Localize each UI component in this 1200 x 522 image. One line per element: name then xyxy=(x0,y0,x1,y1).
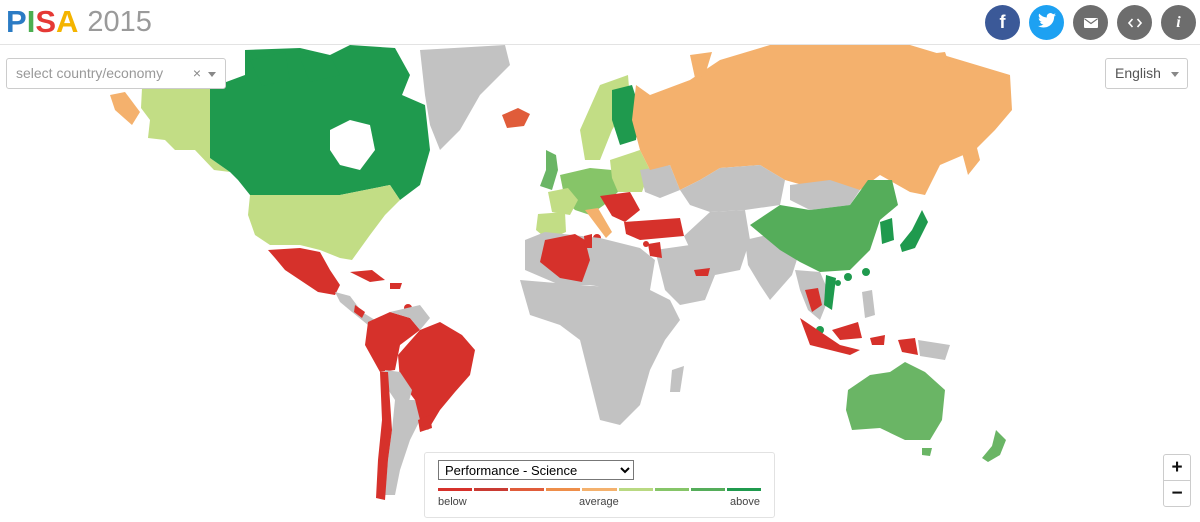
bolivia-region xyxy=(385,370,412,405)
indicator-select[interactable]: Performance - Science xyxy=(438,460,634,480)
scale-swatch-8 xyxy=(690,488,725,491)
italy-region[interactable] xyxy=(585,208,612,238)
brazil-region[interactable] xyxy=(398,322,475,430)
logo-year: 2015 xyxy=(87,5,152,38)
world-map xyxy=(110,45,1012,500)
code-icon xyxy=(1127,13,1142,33)
scale-swatch-5 xyxy=(582,488,617,491)
logo-letter-p: P xyxy=(6,4,27,39)
scale-swatch-1 xyxy=(438,488,473,491)
france-region[interactable] xyxy=(548,188,578,215)
embed-button[interactable] xyxy=(1117,5,1152,40)
clear-icon[interactable]: × xyxy=(192,65,201,81)
ukraine-belarus-region xyxy=(640,165,680,198)
papua-region xyxy=(918,340,950,360)
colombia-peru-region[interactable] xyxy=(365,312,420,372)
kamchatka-region xyxy=(960,140,980,175)
legend-label-above: above xyxy=(730,496,760,508)
philippines-region xyxy=(862,290,875,318)
envelope-icon xyxy=(1083,13,1098,33)
hudson-bay xyxy=(330,120,375,170)
map-legend: Performance - Science below average abov… xyxy=(424,452,775,518)
scale-swatch-6 xyxy=(618,488,653,491)
indonesia-region[interactable] xyxy=(800,318,918,355)
lebanon-jordan-region[interactable] xyxy=(648,242,662,258)
legend-label-below: below xyxy=(438,496,467,508)
uae-qatar-region[interactable] xyxy=(694,268,710,276)
eastern-europe-region[interactable] xyxy=(610,150,650,192)
logo-letter-a: A xyxy=(56,4,79,39)
china-region[interactable] xyxy=(750,180,898,272)
algeria-region[interactable] xyxy=(540,234,590,282)
top-bar: P I S A 2015 f i xyxy=(0,0,1200,45)
email-button[interactable] xyxy=(1073,5,1108,40)
language-select[interactable]: English xyxy=(1105,58,1188,89)
sub-saharan-africa-region xyxy=(520,280,680,425)
scale-swatch-3 xyxy=(510,488,545,491)
russia-region[interactable] xyxy=(632,45,1012,195)
legend-label-average: average xyxy=(579,496,619,508)
logo-letter-i: I xyxy=(26,4,36,39)
turkey-region[interactable] xyxy=(624,218,684,240)
country-select-placeholder: select country/economy xyxy=(16,65,164,81)
vietnam-region[interactable] xyxy=(824,275,836,310)
minus-icon: − xyxy=(1171,482,1183,504)
logo-letter-s: S xyxy=(35,4,56,39)
chevron-down-icon[interactable] xyxy=(208,72,216,77)
scale-swatch-9 xyxy=(726,488,761,491)
japan-region[interactable] xyxy=(900,210,928,252)
uk-ireland-region[interactable] xyxy=(540,150,558,190)
language-select-value: English xyxy=(1115,65,1161,81)
chevron-down-icon xyxy=(1171,72,1179,77)
facebook-button[interactable]: f xyxy=(985,5,1020,40)
caribbean-islands xyxy=(350,270,402,289)
tunisia-region[interactable] xyxy=(584,234,592,248)
alaska-region[interactable] xyxy=(141,88,230,172)
twitter-button[interactable] xyxy=(1029,5,1064,40)
russia-arctic-islands xyxy=(690,52,950,78)
greenland-region[interactable] xyxy=(420,45,510,150)
info-button[interactable]: i xyxy=(1161,5,1196,40)
scale-swatch-4 xyxy=(546,488,581,491)
plus-icon: + xyxy=(1171,456,1183,478)
chile-region[interactable] xyxy=(376,372,392,500)
info-icon: i xyxy=(1176,13,1181,31)
iceland-region[interactable] xyxy=(502,108,530,128)
tasmania-region[interactable] xyxy=(922,448,932,456)
madagascar-region xyxy=(670,366,684,392)
australia-region[interactable] xyxy=(846,362,945,440)
color-scale xyxy=(438,488,761,491)
taipei-marker[interactable] xyxy=(862,268,870,276)
argentina-region xyxy=(385,400,420,495)
pisa-logo: P I S A 2015 xyxy=(6,4,152,40)
finland-region[interactable] xyxy=(612,85,640,145)
costa-rica-region[interactable] xyxy=(354,305,365,318)
macao-marker[interactable] xyxy=(835,280,841,286)
venezuela-region xyxy=(390,305,430,330)
canada-arctic-islands xyxy=(250,52,340,86)
scale-swatch-2 xyxy=(474,488,509,491)
kazakhstan-region[interactable] xyxy=(680,165,785,212)
balkans-region[interactable] xyxy=(600,192,640,222)
korea-region[interactable] xyxy=(880,218,894,244)
facebook-icon: f xyxy=(999,12,1006,32)
zoom-out-button[interactable]: − xyxy=(1163,480,1191,507)
usa-region[interactable] xyxy=(248,185,400,260)
mexico-region[interactable] xyxy=(268,248,340,295)
zoom-in-button[interactable]: + xyxy=(1163,454,1191,481)
country-select[interactable]: select country/economy × xyxy=(6,58,226,89)
thailand-region[interactable] xyxy=(805,288,822,312)
new-zealand-region[interactable] xyxy=(982,430,1006,462)
cyprus-marker[interactable] xyxy=(643,241,649,247)
arabia-region xyxy=(655,245,715,305)
hong-kong-marker[interactable] xyxy=(844,273,852,281)
scale-swatch-7 xyxy=(654,488,689,491)
twitter-icon xyxy=(1037,12,1056,33)
alaska-islands xyxy=(110,92,140,125)
uruguay-region[interactable] xyxy=(418,415,432,432)
mongolia-region xyxy=(790,180,860,210)
